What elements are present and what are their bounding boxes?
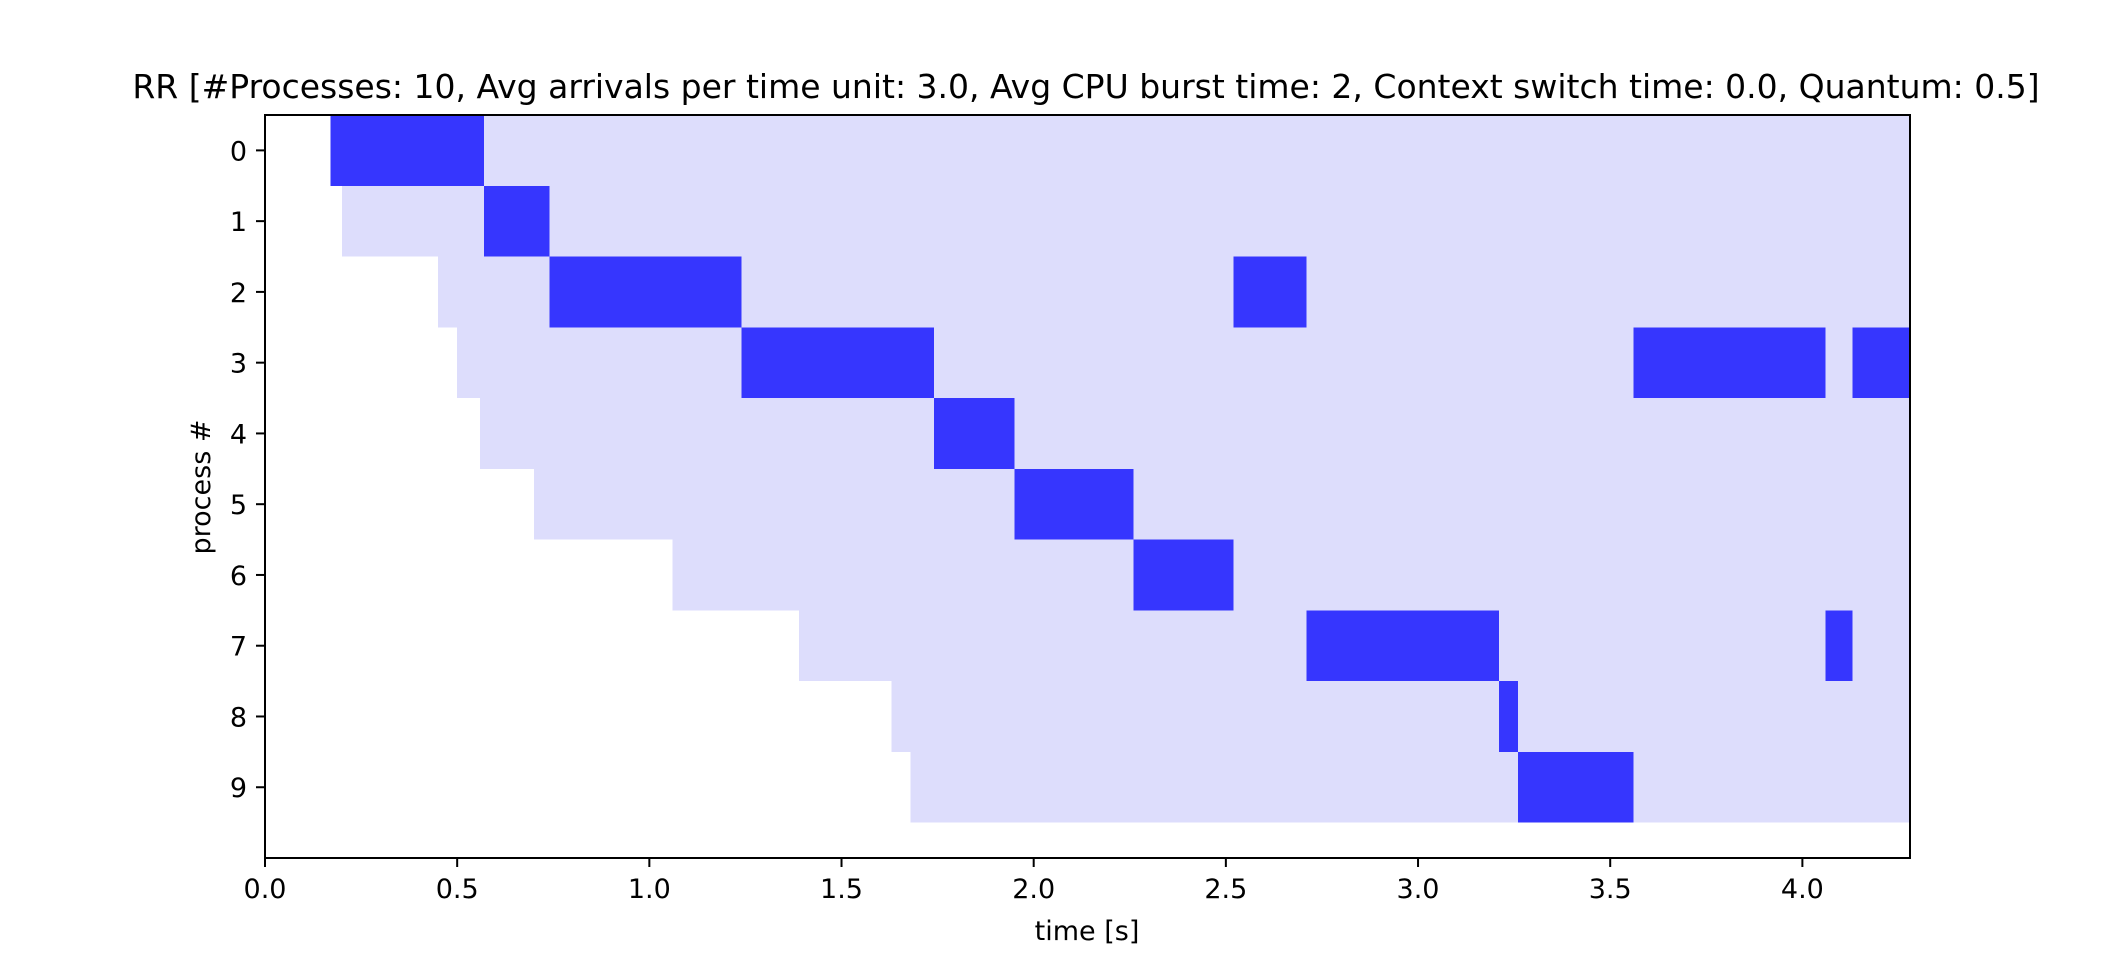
x-tick-label-1: 0.5	[436, 874, 479, 905]
x-tick-label-5: 2.5	[1204, 874, 1247, 905]
running-bar-process-5-8	[1014, 468, 1134, 540]
running-bar-process-3-5	[1633, 327, 1826, 399]
y-axis: 0 1 2 3 4 5 6 7 8 9	[230, 136, 265, 804]
x-tick-label-0: 0.0	[244, 874, 287, 905]
running-bar-process-3-6	[1852, 327, 1910, 399]
x-axis: 0.0 0.5 1.0 1.5 2.0 2.5 3.0 3.5 4.0	[244, 858, 1824, 905]
running-bar-process-1-1	[484, 185, 550, 257]
running-bar-process-4-7	[933, 398, 1015, 469]
waiting-bar-process-9-9	[910, 751, 1910, 823]
running-bar-process-2-2	[549, 256, 742, 328]
y-tick-label-3: 3	[230, 349, 247, 380]
waiting-bar-process-1-1	[341, 185, 1911, 257]
running-bar-process-8-12	[1498, 681, 1518, 752]
running-bar-process-0-0	[330, 115, 485, 186]
y-tick-label-4: 4	[230, 419, 247, 450]
y-tick-label-8: 8	[230, 702, 247, 733]
waiting-bar-process-6-6	[672, 539, 1911, 611]
y-tick-label-9: 9	[230, 773, 247, 804]
y-axis-label: process #	[186, 420, 217, 555]
running-bar-process-7-10	[1306, 610, 1499, 682]
y-tick-label-1: 1	[230, 207, 247, 238]
x-tick-label-3: 1.5	[820, 874, 863, 905]
x-axis-label: time [s]	[1035, 916, 1140, 947]
bars-layer	[330, 115, 1911, 823]
running-bar-process-2-3	[1233, 256, 1307, 328]
chart-title: RR [#Processes: 10, Avg arrivals per tim…	[132, 67, 2039, 106]
plot-frame	[264, 114, 1911, 859]
y-tick-label-5: 5	[230, 490, 247, 521]
running-bar-process-7-11	[1825, 610, 1853, 682]
waiting-bar-process-8-8	[891, 681, 1910, 752]
y-tick-label-6: 6	[230, 561, 247, 592]
y-tick-label-0: 0	[230, 136, 247, 167]
running-bar-process-9-13	[1517, 751, 1634, 823]
x-tick-label-8: 4.0	[1781, 874, 1824, 905]
waiting-bar-process-4-4	[480, 398, 1910, 469]
x-tick-label-7: 3.5	[1589, 874, 1632, 905]
running-bar-process-3-4	[741, 327, 934, 399]
waiting-bar-process-0-0	[330, 115, 1911, 186]
x-tick-label-6: 3.0	[1397, 874, 1440, 905]
running-bar-process-6-9	[1133, 539, 1234, 611]
x-tick-label-4: 2.0	[1012, 874, 1055, 905]
waiting-bar-process-5-5	[534, 468, 1911, 540]
x-tick-label-2: 1.0	[628, 874, 671, 905]
y-tick-label-2: 2	[230, 278, 247, 309]
y-tick-label-7: 7	[230, 632, 247, 663]
